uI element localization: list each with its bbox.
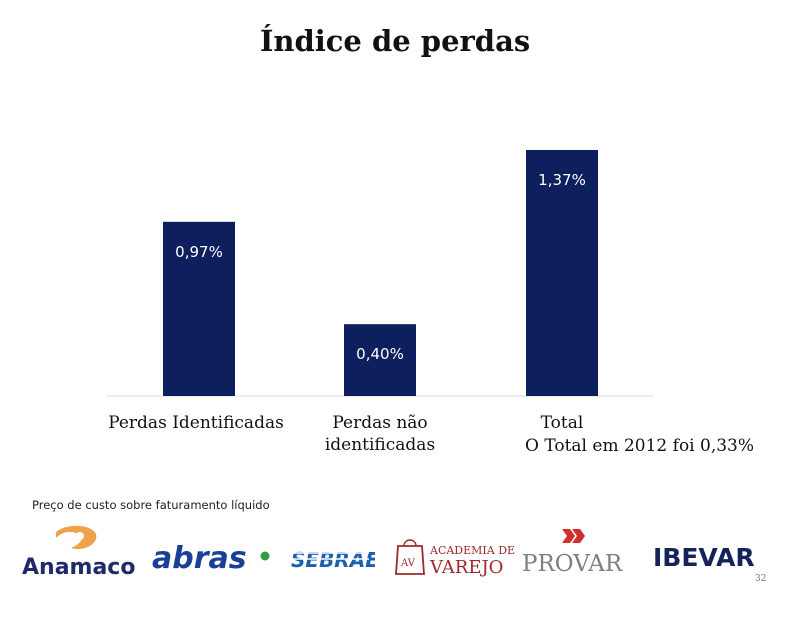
bar-1 bbox=[163, 221, 235, 396]
bars-group bbox=[163, 150, 598, 396]
bar-chart: 0,97% Perdas Identificadas 0,40% Perdas não… bbox=[107, 150, 653, 455]
category-label-2-line-1: Perdas não bbox=[332, 413, 427, 433]
abras-logo: abras bbox=[150, 538, 275, 578]
academia-mark: AV bbox=[400, 558, 416, 569]
provar-logo-text: PROVAR bbox=[522, 551, 623, 577]
ibevar-logo: IBEVAR bbox=[652, 538, 776, 574]
sebrae-logo: SEBRAE bbox=[289, 540, 379, 580]
shopping-bag-icon bbox=[395, 545, 425, 575]
category-label-3: Total bbox=[541, 413, 584, 433]
provar-arrows-icon bbox=[562, 529, 585, 543]
total-note: O Total em 2012 foi 0,33% bbox=[525, 436, 755, 456]
bar-2 bbox=[344, 324, 416, 396]
bar-value-label-1: 0,97% bbox=[175, 243, 223, 261]
category-label-2-line-2: identificadas bbox=[325, 435, 435, 455]
bar-value-label-2: 0,40% bbox=[356, 345, 404, 363]
anamaco-swoosh-icon bbox=[56, 525, 97, 550]
bar-3 bbox=[526, 150, 598, 396]
academia-logo-line2: VAREJO bbox=[429, 557, 503, 578]
labels-group: 0,97% Perdas Identificadas 0,40% Perdas não… bbox=[108, 171, 586, 455]
chart-title: Índice de perdas bbox=[259, 24, 531, 58]
abras-logo-text: abras bbox=[152, 541, 247, 576]
anamaco-logo-text: Anamaco bbox=[22, 555, 135, 580]
page-number: 32 bbox=[755, 574, 767, 584]
anamaco-logo: Anamaco bbox=[20, 522, 138, 582]
category-label-1: Perdas Identificadas bbox=[108, 413, 284, 433]
academia-de-varejo-logo: AV ACADEMIA DE VAREJO bbox=[393, 530, 518, 578]
bar-value-label-3: 1,37% bbox=[538, 171, 586, 189]
provar-logo: PROVAR bbox=[520, 526, 642, 578]
anamaco-dot-icon bbox=[76, 532, 84, 540]
academia-logo-line1: ACADEMIA DE bbox=[429, 544, 515, 557]
sebrae-logo-text: SEBRAE bbox=[291, 548, 375, 572]
abras-leaf-icon bbox=[260, 551, 270, 561]
footnote: Preço de custo sobre faturamento líquido bbox=[32, 498, 270, 512]
ibevar-logo-text: IBEVAR bbox=[653, 543, 755, 572]
